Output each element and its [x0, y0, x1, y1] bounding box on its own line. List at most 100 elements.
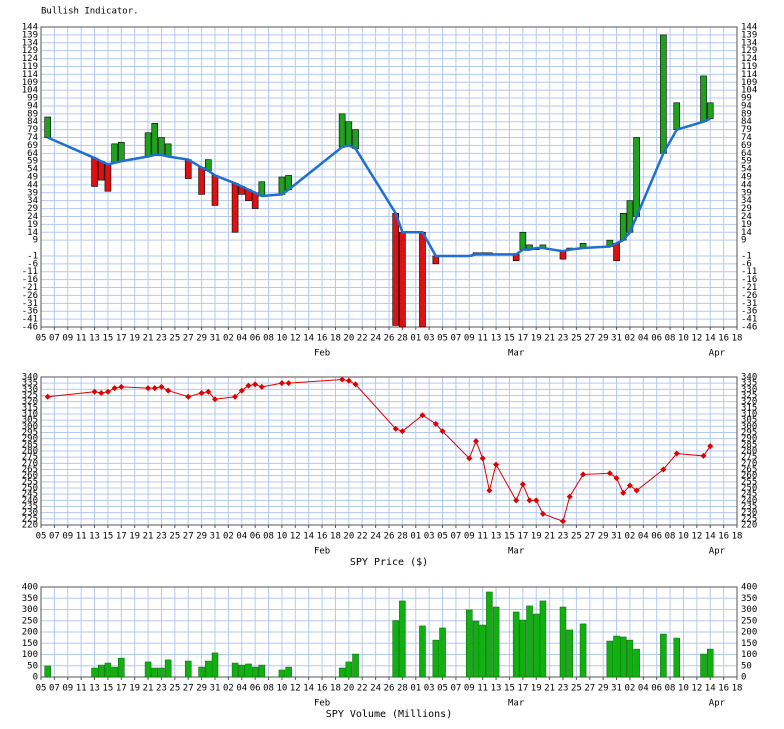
x-tick-label: 01	[410, 684, 421, 694]
x-tick-label: 09	[62, 334, 73, 344]
y-tick-label: 134	[22, 38, 38, 48]
month-label: Apr	[709, 547, 726, 557]
y-tick-label: -11	[22, 267, 38, 277]
y-tick-label: 99	[27, 94, 38, 104]
x-tick-label: 26	[384, 532, 395, 542]
x-tick-label: 13	[89, 334, 100, 344]
x-tick-label: 11	[76, 334, 87, 344]
x-tick-label: 04	[638, 684, 649, 694]
y-tick-label-right: 134	[741, 38, 757, 48]
y-tick-label: 0	[33, 673, 38, 683]
x-tick-label: 08	[263, 532, 274, 542]
price-marker	[513, 497, 520, 504]
volume-bar	[526, 605, 533, 678]
price-marker	[278, 380, 285, 387]
y-tick-label-right: 290	[741, 434, 757, 444]
y-tick-label: 350	[22, 594, 38, 604]
x-tick-label: 12	[290, 684, 301, 694]
x-tick-label: 29	[598, 334, 609, 344]
y-tick-label-right: 54	[741, 165, 752, 175]
x-tick-label: 18	[732, 532, 743, 542]
volume-bar	[626, 639, 634, 678]
y-tick-label: 34	[27, 196, 38, 206]
x-tick-label: 02	[223, 532, 234, 542]
y-tick-label: 335	[22, 379, 38, 389]
x-tick-label: 27	[584, 684, 595, 694]
x-tick-label: 09	[62, 532, 73, 542]
x-tick-label: 08	[665, 334, 676, 344]
volume-bar	[91, 667, 98, 678]
x-tick-label: 23	[156, 684, 167, 694]
x-tick-label: 14	[705, 334, 716, 344]
x-tick-label: 02	[625, 684, 636, 694]
price-marker	[673, 450, 680, 457]
x-tick-label: 09	[464, 684, 475, 694]
x-tick-label: 06	[651, 532, 662, 542]
x-tick-label: 10	[678, 334, 689, 344]
volume-bar	[338, 667, 346, 678]
y-tick-label-right: 59	[741, 157, 752, 167]
x-tick-label: 23	[558, 334, 569, 344]
y-tick-label-right: 265	[741, 465, 757, 475]
y-tick-label-right: 89	[741, 109, 752, 119]
y-tick-label-right: 64	[741, 149, 752, 159]
x-tick-label: 24	[370, 532, 381, 542]
x-tick-label: 05	[437, 334, 448, 344]
x-tick-label: 10	[277, 334, 288, 344]
y-tick-label-right: 119	[741, 62, 757, 72]
y-tick-label-right: 144	[741, 23, 757, 33]
y-tick-label-right: 275	[741, 453, 757, 463]
y-tick-label: -36	[22, 307, 38, 317]
x-tick-label: 10	[277, 684, 288, 694]
x-tick-label: 13	[89, 532, 100, 542]
volume-bar	[151, 667, 159, 678]
indicator-bar	[118, 141, 125, 162]
y-tick-label-right: 24	[741, 212, 752, 222]
y-tick-label: 265	[22, 465, 38, 475]
price-marker	[258, 383, 265, 390]
volume-bar	[519, 619, 527, 678]
volume-bar	[466, 609, 473, 678]
price-marker	[526, 497, 533, 504]
x-tick-label: 24	[370, 334, 381, 344]
price-marker	[479, 455, 486, 462]
volume-bar	[158, 667, 165, 678]
x-tick-label: 23	[558, 532, 569, 542]
price-marker	[111, 385, 118, 392]
y-tick-label: 220	[22, 521, 38, 531]
y-tick-label: 270	[22, 459, 38, 469]
y-tick-label: 104	[22, 86, 38, 96]
y-tick-label-right: 99	[741, 94, 752, 104]
indicator-bar	[419, 231, 426, 328]
y-tick-label-right: 9	[741, 236, 746, 246]
x-tick-label: 18	[330, 684, 341, 694]
x-tick-label: 08	[665, 532, 676, 542]
indicator-bar	[700, 75, 707, 123]
volume-bar	[258, 664, 266, 678]
volume-bar	[205, 660, 212, 678]
price-marker	[566, 493, 573, 500]
volume-bar	[613, 635, 620, 678]
indicator-bar	[392, 213, 399, 326]
x-tick-label: 02	[625, 334, 636, 344]
price-marker	[104, 388, 111, 395]
x-tick-label: 12	[691, 684, 702, 694]
x-tick-label: 14	[303, 532, 314, 542]
y-tick-label: 150	[22, 639, 38, 649]
plot-frame	[40, 586, 738, 678]
y-tick-label-right: 315	[741, 403, 757, 413]
y-tick-label: 39	[27, 188, 38, 198]
x-tick-label: 23	[156, 334, 167, 344]
y-tick-label: -21	[22, 283, 38, 293]
volume-bar	[111, 666, 118, 678]
x-tick-label: 27	[183, 532, 194, 542]
x-tick-label: 16	[317, 334, 328, 344]
volume-bar	[164, 659, 172, 678]
x-tick-label: 12	[290, 334, 301, 344]
y-tick-label-right: 84	[741, 117, 752, 127]
price-marker	[620, 489, 627, 496]
volume-bar	[144, 661, 152, 678]
month-label: Mar	[508, 699, 525, 709]
x-tick-label: 14	[705, 532, 716, 542]
y-tick-label: 225	[22, 514, 38, 524]
